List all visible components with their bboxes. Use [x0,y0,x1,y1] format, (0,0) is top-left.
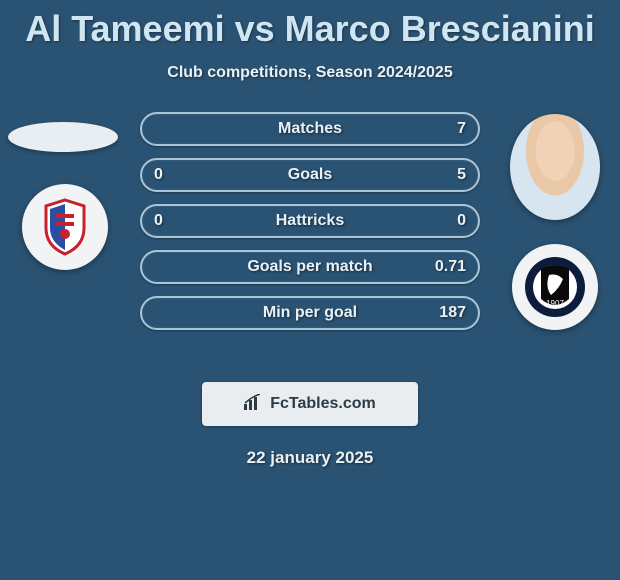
stat-label: Goals per match [142,258,478,276]
stat-right-value: 7 [457,120,466,138]
stat-row-min-per-goal: Min per goal 187 [140,296,480,330]
chart-icon [244,394,264,415]
date-label: 22 january 2025 [0,448,620,468]
left-player-placeholder [8,122,118,152]
stat-label: Goals [142,166,478,184]
right-club-badge: 1907 [512,244,598,330]
comparison-stage: 1907 Matches 7 0 Goals 5 0 Hattricks 0 G… [0,112,620,372]
stat-right-value: 0.71 [435,258,466,276]
stat-row-hattricks: 0 Hattricks 0 [140,204,480,238]
source-badge-label: FcTables.com [270,395,376,413]
stat-label: Matches [142,120,478,138]
subtitle: Club competitions, Season 2024/2025 [0,64,620,82]
page-title: Al Tameemi vs Marco Brescianini [0,0,620,50]
stat-right-value: 5 [457,166,466,184]
stat-label: Hattricks [142,212,478,230]
stat-row-matches: Matches 7 [140,112,480,146]
stat-right-value: 187 [439,304,466,322]
left-club-badge [22,184,108,270]
stat-row-goals-per-match: Goals per match 0.71 [140,250,480,284]
source-badge: FcTables.com [202,382,418,426]
como-crest-icon [42,198,88,256]
left-player-column [0,112,130,270]
stat-right-value: 0 [457,212,466,230]
right-player-photo [510,114,600,220]
stats-list: Matches 7 0 Goals 5 0 Hattricks 0 Goals … [140,112,480,342]
stat-label: Min per goal [142,304,478,322]
svg-text:1907: 1907 [546,299,564,308]
stat-row-goals: 0 Goals 5 [140,158,480,192]
right-player-column: 1907 [490,112,620,330]
atalanta-crest-icon: 1907 [523,255,587,319]
